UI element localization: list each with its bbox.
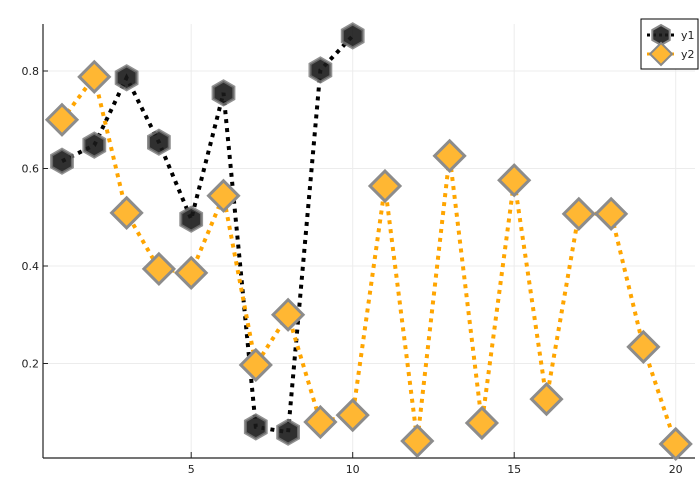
diamond-marker-icon: [44, 102, 80, 137]
tick-labels: 5 10 15 20 0.2 0.4 0.6 0.8: [22, 65, 683, 476]
diamond-marker-icon: [141, 251, 177, 287]
diamond-marker-icon: [270, 297, 306, 332]
diamond-marker-icon: [497, 163, 532, 198]
hexagon-marker-icon: [276, 418, 300, 446]
hexagon-marker-icon: [82, 131, 107, 159]
series-line: [61, 34, 355, 435]
hexagon-marker-icon: [114, 64, 139, 92]
hexagon-marker-icon: [308, 56, 333, 84]
y-tick-label: 0.8: [22, 65, 40, 78]
hexagon-marker-icon: [243, 413, 268, 441]
diamond-marker-icon: [648, 41, 674, 67]
y-tick-label: 0.6: [22, 163, 40, 176]
series-y2: [44, 59, 693, 462]
diamond-marker-icon: [174, 255, 209, 290]
diamond-marker-icon: [658, 426, 693, 462]
diamond-marker-icon: [109, 195, 144, 230]
diamond-marker-icon: [367, 168, 403, 204]
diamond-marker-icon: [303, 404, 338, 440]
diamond-marker-icon: [464, 405, 500, 441]
diamond-marker-icon: [529, 381, 564, 417]
legend-label-y1: y1: [681, 29, 695, 42]
x-tick-label: 20: [669, 463, 683, 476]
diamond-marker-icon: [561, 196, 596, 231]
legend-item-y2: y2: [647, 41, 695, 67]
hexagon-marker-icon: [340, 22, 365, 50]
x-tick-label: 10: [346, 463, 360, 476]
diamond-marker-icon: [432, 138, 467, 173]
diamond-marker-icon: [593, 196, 629, 231]
legend: y1 y2: [640, 18, 699, 70]
diamond-marker-icon: [626, 329, 661, 365]
hexagon-marker-icon: [179, 205, 204, 233]
diamond-marker-icon: [77, 59, 112, 94]
diamond-marker-icon: [400, 423, 435, 459]
x-tick-label: 5: [188, 463, 195, 476]
hexagon-marker-icon: [147, 128, 171, 156]
y-tick-label: 0.4: [22, 260, 40, 273]
y-tick-label: 0.2: [22, 358, 40, 371]
series-y1: [50, 22, 365, 446]
diamond-marker-icon: [206, 178, 241, 213]
legend-box: [640, 18, 699, 70]
hexagon-marker-icon: [50, 147, 74, 175]
data-series: [44, 22, 693, 462]
diamond-marker-icon: [335, 398, 370, 433]
x-tick-label: 15: [507, 463, 521, 476]
hexagon-marker-icon: [211, 79, 236, 107]
diamond-marker-icon: [238, 347, 273, 383]
legend-label-y2: y2: [681, 48, 695, 61]
